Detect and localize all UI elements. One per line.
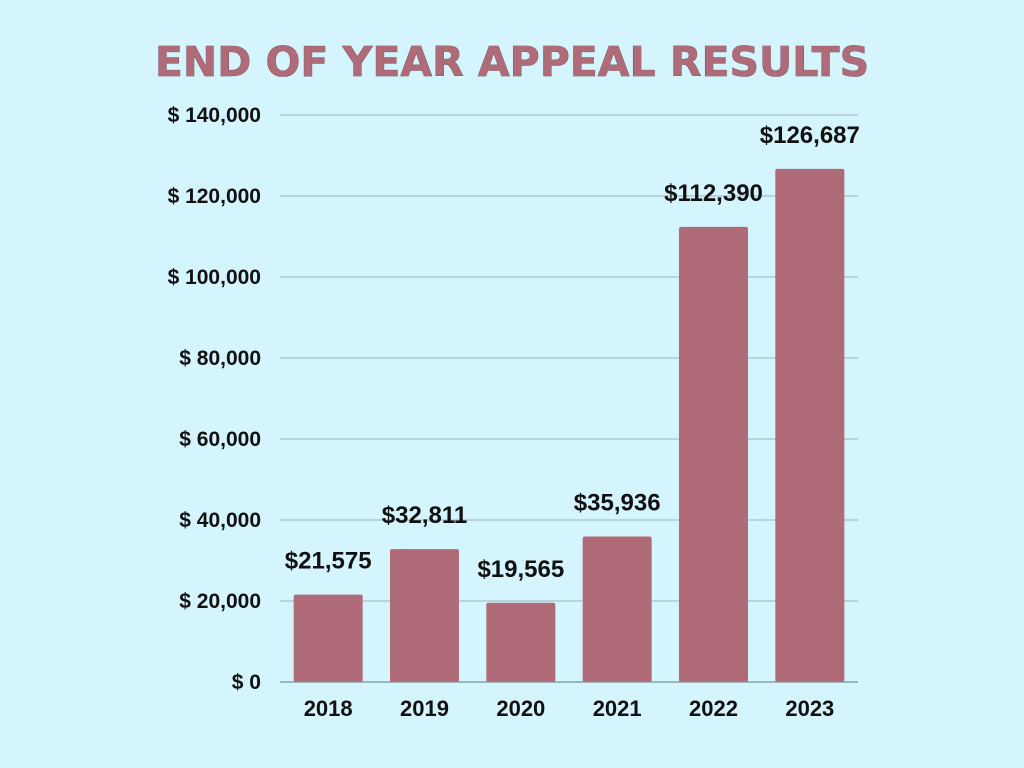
y-tick-label: $ 0 xyxy=(232,671,261,694)
data-label: $126,687 xyxy=(760,122,860,149)
y-tick-label: $ 20,000 xyxy=(179,590,261,613)
x-tick-label: 2020 xyxy=(496,696,545,721)
labels: $ 0 $ 20,000 $ 40,000 $ 60,000 $ 80,000 $ 100… xyxy=(168,104,860,721)
bar xyxy=(390,549,459,682)
y-tick-label: $ 60,000 xyxy=(179,428,261,451)
x-tick-label: 2021 xyxy=(593,696,642,721)
data-label: $19,565 xyxy=(477,556,564,583)
x-tick-label: 2023 xyxy=(785,696,834,721)
bars xyxy=(293,168,845,682)
data-label: $112,390 xyxy=(664,180,763,207)
bar xyxy=(486,602,556,682)
bar xyxy=(293,594,363,682)
bar xyxy=(775,168,845,682)
y-tick-label: $ 120,000 xyxy=(168,185,261,208)
data-label: $21,575 xyxy=(285,548,372,575)
bar xyxy=(582,536,652,682)
y-tick-label: $ 80,000 xyxy=(179,347,261,370)
chart-title: END OF YEAR APPEAL RESULTS xyxy=(155,38,869,86)
bar xyxy=(679,226,748,682)
y-tick-label: $ 140,000 xyxy=(168,104,261,127)
x-tick-label: 2019 xyxy=(400,696,449,721)
grid-lines xyxy=(280,114,858,602)
x-tick-label: 2022 xyxy=(689,696,738,721)
data-label: $35,936 xyxy=(574,489,661,516)
x-tick-label: 2018 xyxy=(304,696,353,721)
y-tick-label: $ 40,000 xyxy=(179,509,261,532)
y-tick-label: $ 100,000 xyxy=(168,266,261,289)
data-label: $32,811 xyxy=(382,502,467,529)
